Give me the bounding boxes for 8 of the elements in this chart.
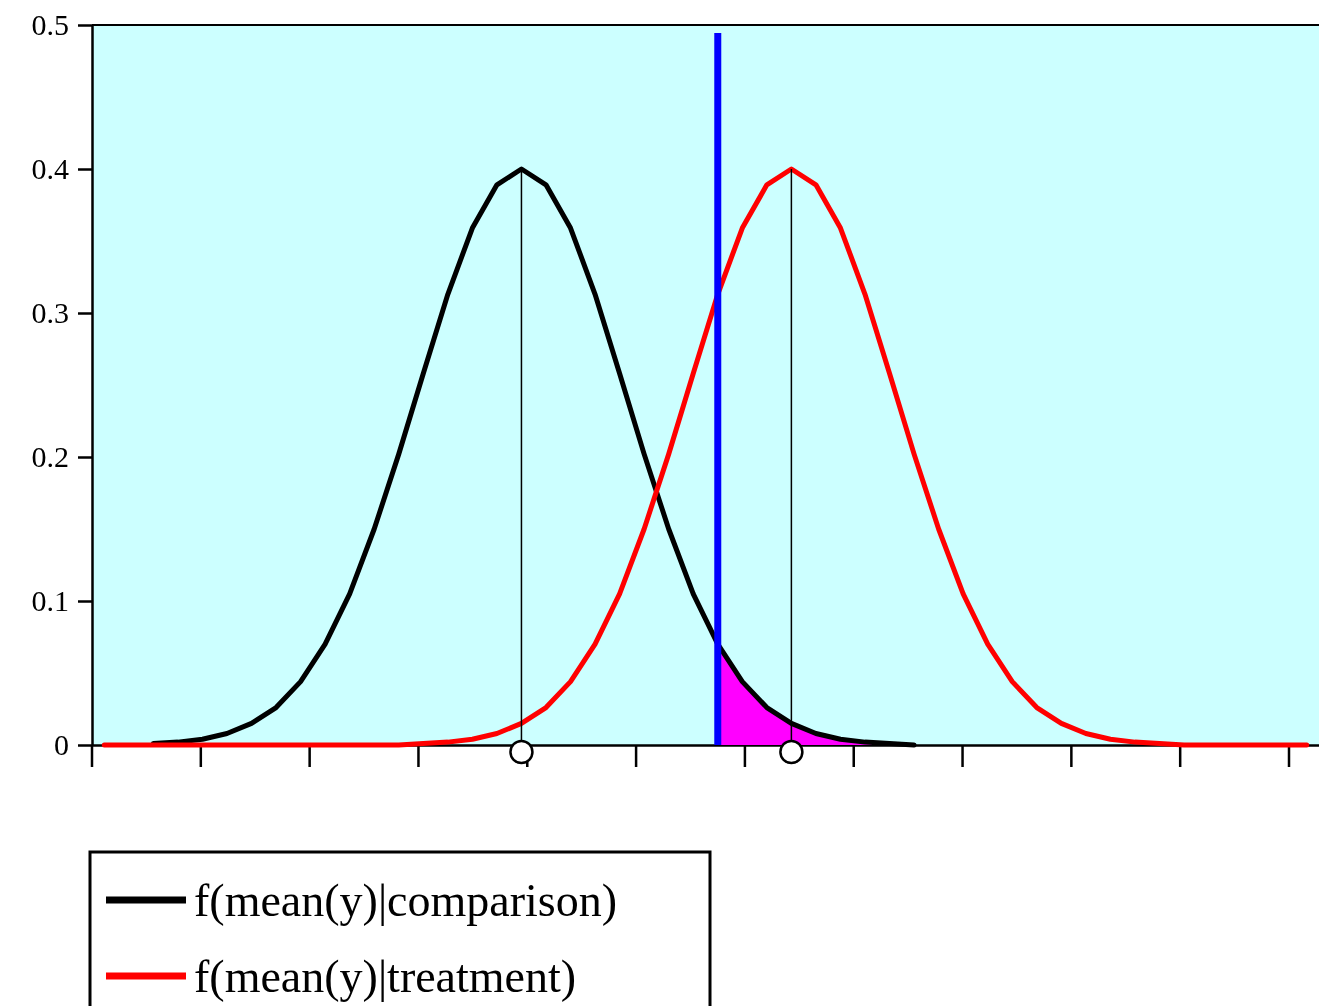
legend-label: f(mean(y)|comparison) xyxy=(194,875,618,926)
y-tick-label: 0.1 xyxy=(31,584,69,618)
y-tick-label: 0.3 xyxy=(31,296,69,330)
y-tick-label: 0.5 xyxy=(31,8,69,42)
y-tick-label: 0.2 xyxy=(31,440,69,474)
legend-label: f(mean(y)|treatment) xyxy=(194,951,577,1002)
y-tick-label: 0.4 xyxy=(31,152,69,186)
y-tick-label: 0 xyxy=(54,728,69,762)
